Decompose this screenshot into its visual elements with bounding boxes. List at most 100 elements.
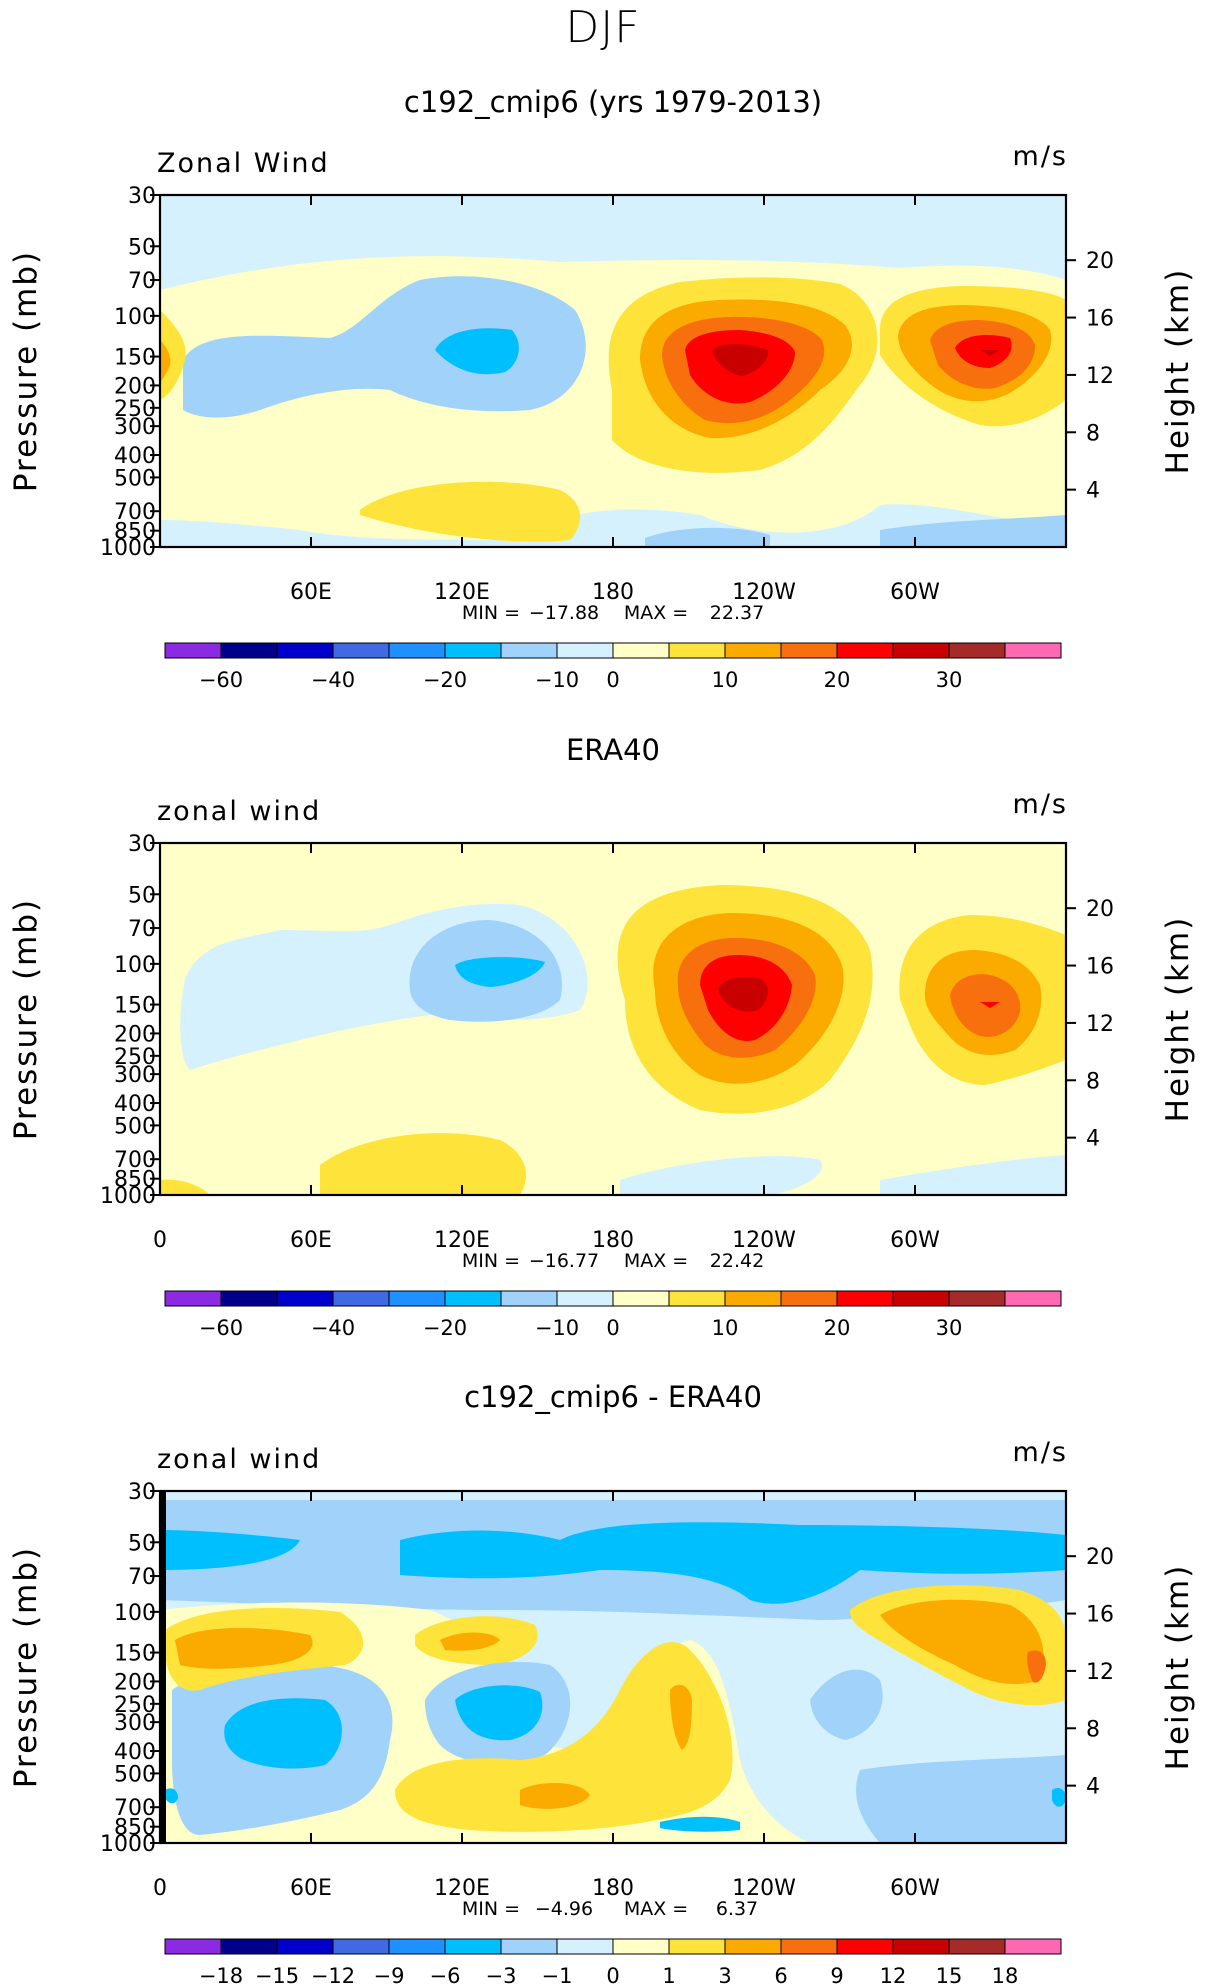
colorbar-swatch xyxy=(444,642,502,659)
contour-fill-centerneg-core xyxy=(455,1685,543,1741)
y-tick-label: 500 xyxy=(114,1762,156,1787)
units-label: m/s xyxy=(1013,141,1068,172)
colorbar-label: −10 xyxy=(535,1316,579,1340)
colorbar-swatch xyxy=(556,642,614,659)
contour-fill-leftbluedot xyxy=(165,1788,178,1804)
y-tick-label: 1000 xyxy=(100,1832,156,1857)
variable-label: Zonal Wind xyxy=(157,148,330,179)
panel-obs: ERA40 zonal wind m/s xyxy=(157,733,1068,1195)
colorbar-swatch xyxy=(388,642,446,659)
y-axis-label: Pressure (mb) xyxy=(8,250,44,492)
colorbar-swatch xyxy=(220,1938,278,1955)
contour-fill-jet2-peak xyxy=(980,1002,1000,1008)
colorbar-swatch xyxy=(500,642,558,659)
y-tick-label: 100 xyxy=(114,953,156,978)
colorbar-label: −12 xyxy=(311,1964,355,1987)
colorbar-swatch xyxy=(948,642,1006,659)
colorbar-label: 0 xyxy=(606,1964,619,1987)
height-tick-label: 8 xyxy=(1086,421,1100,446)
x-tick-label: 120W xyxy=(732,1876,796,1901)
y-tick-label: 70 xyxy=(128,269,156,294)
colorbar-swatch xyxy=(1004,642,1062,659)
y-tick-label: 300 xyxy=(114,1063,156,1088)
variable-label: zonal wind xyxy=(157,796,321,827)
x-tick-label: 180 xyxy=(592,1228,634,1253)
max-label: MAX = xyxy=(624,1250,688,1272)
colorbar-swatch xyxy=(668,1938,726,1955)
contour-fill-jet2-0 xyxy=(950,974,1021,1037)
panel-title: c192_cmip6 (yrs 1979-2013) xyxy=(404,85,822,119)
y-tick-label: 400 xyxy=(114,1092,156,1117)
colorbar-swatch xyxy=(724,1938,782,1955)
y-tick-label: 1000 xyxy=(100,1184,156,1209)
y-tick-label: 70 xyxy=(128,1565,156,1590)
contour-fill-edgejet2 xyxy=(160,340,171,382)
colorbar-label: 20 xyxy=(824,1316,851,1340)
y-tick-label: 30 xyxy=(128,832,156,857)
y-axis-label: Pressure (mb) xyxy=(8,898,44,1140)
x-tick-label: 60E xyxy=(290,1876,332,1901)
colorbar-label: 30 xyxy=(936,1316,963,1340)
y-axis-label-right: Height (km) xyxy=(1160,916,1196,1123)
x-tick-label: 0 xyxy=(153,1228,167,1253)
height-tick-label: 4 xyxy=(1086,1127,1100,1152)
x-tick-label: 60E xyxy=(290,580,332,605)
contour-fill-edgejet xyxy=(160,310,186,400)
colorbar-label: −6 xyxy=(430,1964,461,1987)
colorbar-swatch xyxy=(332,642,390,659)
colorbar-label: 20 xyxy=(824,668,851,692)
y-tick-label: 50 xyxy=(128,235,156,260)
colorbar-swatch xyxy=(276,1290,334,1307)
height-tick-label: 4 xyxy=(1086,1775,1100,1800)
colorbar-swatch xyxy=(332,1290,390,1307)
y-tick-label: 50 xyxy=(128,883,156,908)
x-tick-label: 120W xyxy=(732,580,796,605)
y-tick-label: 400 xyxy=(114,444,156,469)
colorbar-swatch xyxy=(164,1290,222,1307)
x-tick-label: 60W xyxy=(890,1876,940,1901)
y-tick-label: 100 xyxy=(114,305,156,330)
y-tick-label: 250 xyxy=(114,397,156,422)
y-tick-label: 70 xyxy=(128,917,156,942)
colorbar-swatch xyxy=(780,1290,838,1307)
height-tick-label: 16 xyxy=(1086,307,1114,332)
max-label: MAX = xyxy=(624,1898,688,1920)
contour-field xyxy=(160,195,1066,547)
colorbar-label: 10 xyxy=(712,1316,739,1340)
colorbar-swatch xyxy=(724,1290,782,1307)
x-tick-label: 120E xyxy=(434,1876,490,1901)
y-tick-label: 200 xyxy=(114,1670,156,1695)
colorbar-swatch xyxy=(332,1938,390,1955)
colorbar-label: 3 xyxy=(718,1964,731,1987)
colorbar-label: −3 xyxy=(486,1964,517,1987)
colorbar-swatch xyxy=(892,1938,950,1955)
height-tick-label: 12 xyxy=(1086,1012,1114,1037)
colorbar-swatch xyxy=(612,1938,670,1955)
y-axis-label-right: Height (km) xyxy=(1160,1564,1196,1771)
max-value: 22.42 xyxy=(710,1250,764,1272)
y-axis-label: Pressure (mb) xyxy=(8,1546,44,1788)
units-label: m/s xyxy=(1013,789,1068,820)
colorbar-swatch xyxy=(780,1938,838,1955)
x-tick-label: 180 xyxy=(592,1876,634,1901)
height-tick-label: 16 xyxy=(1086,955,1114,980)
colorbar-swatch xyxy=(220,1290,278,1307)
contour-fill-neg xyxy=(183,276,586,418)
colorbar-swatch xyxy=(500,1290,558,1307)
max-label: MAX = xyxy=(624,602,688,624)
colorbar-swatch xyxy=(836,642,894,659)
colorbar-label: −20 xyxy=(423,668,467,692)
min-label: MIN = xyxy=(462,1898,520,1920)
colorbar-swatch xyxy=(556,1290,614,1307)
x-tick-label: 60W xyxy=(890,580,940,605)
colorbar-label: −60 xyxy=(199,1316,243,1340)
contour-fill-edgepos xyxy=(160,1179,210,1195)
colorbar: −60 −40 −20 −10 0 10 20 30 xyxy=(164,642,1062,692)
y-tick-label: 150 xyxy=(114,346,156,371)
colorbar-swatch xyxy=(1004,1938,1062,1955)
variable-label: zonal wind xyxy=(157,1444,321,1475)
contour-fill-jet2-peak xyxy=(980,350,1000,356)
x-tick-label: 120E xyxy=(434,580,490,605)
panel-model: c192_cmip6 (yrs 1979-2013) Zonal Wind m/… xyxy=(157,85,1068,547)
